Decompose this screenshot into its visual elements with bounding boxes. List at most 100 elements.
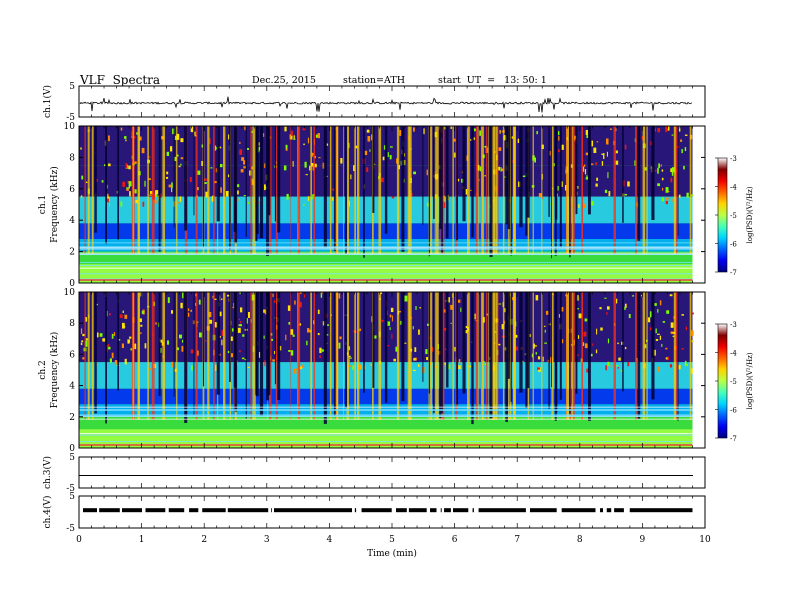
ch2-speckle — [179, 334, 182, 339]
ch2-speckle — [391, 315, 393, 322]
ch2-speckle — [290, 329, 294, 335]
ch2-speckle — [582, 342, 585, 346]
ch1-sferic — [571, 126, 574, 255]
ch2-speckle — [239, 324, 242, 327]
ch2-quiet-column — [554, 292, 557, 421]
ch1-speckle — [124, 136, 127, 139]
ch1-speckle — [606, 138, 609, 145]
ch1-quiet-column — [462, 126, 466, 222]
ch1-quiet-column — [433, 126, 435, 219]
ch1-speckle — [128, 185, 130, 189]
ch1-speckle — [309, 165, 311, 171]
ch2-frequency-label: Frequency (kHz) — [49, 332, 60, 409]
ch2-speckle — [241, 357, 245, 360]
ch2-speckle — [102, 338, 106, 342]
ch1-speckle — [238, 198, 240, 200]
ch1-quiet-column — [575, 126, 578, 215]
ch1-sferic — [642, 126, 646, 255]
ch1-speckle — [243, 160, 246, 165]
ch2-speckle — [393, 358, 396, 362]
ch2-speckle — [299, 366, 303, 370]
ch1-speckle — [560, 144, 564, 150]
ch1-waveform-ylabel: ch.1(V) — [42, 85, 53, 118]
ch1-speckle — [624, 144, 627, 150]
ch2-speckle — [155, 322, 157, 325]
ch2-speckle — [167, 297, 170, 304]
ch2-sferic — [481, 292, 484, 420]
ch1-speckle — [104, 164, 107, 167]
ch2-sferic — [441, 292, 445, 420]
ch1-quiet-column — [569, 126, 571, 258]
ch2-speckle — [181, 345, 184, 352]
ch4-waveform-gap — [198, 507, 203, 513]
ch2-speckle — [544, 342, 548, 344]
time-tick-label: 3 — [264, 535, 270, 545]
ch2-quiet-column — [184, 292, 188, 423]
ch1-speckle — [369, 149, 371, 152]
ch2-speckle — [389, 314, 392, 318]
ch1-sferic — [354, 126, 356, 255]
ch1-sferic — [441, 126, 445, 255]
ch3-waveform-ytick-label: 5 — [69, 453, 75, 463]
ch2-spectrogram-ytick-label: 0 — [69, 444, 75, 454]
ch2-sferic — [335, 292, 337, 420]
ch1-quiet-column — [277, 126, 281, 233]
ch1-speckle — [126, 187, 130, 189]
ch1-speckle — [576, 186, 579, 189]
ch2-quiet-column — [94, 292, 97, 414]
ch2-speckle — [113, 332, 116, 337]
ch1-sferic — [357, 126, 360, 255]
ch1-spectrogram-ytick-label: 10 — [64, 122, 76, 132]
ch2-speckle — [272, 293, 274, 297]
ch2-speckle — [171, 310, 173, 314]
ch2-speckle — [426, 357, 429, 361]
ch3-waveform-ylabel: ch.3(V) — [42, 456, 53, 489]
ch4-waveform-gap — [268, 507, 272, 513]
ch2-speckle — [84, 317, 87, 322]
ch1-speckle — [668, 190, 670, 192]
ch2-speckle — [474, 313, 476, 320]
ch4-waveform-gap — [450, 507, 454, 513]
ch2-speckle — [122, 310, 124, 314]
ch2-speckle — [130, 348, 133, 351]
ch1-speckle — [624, 194, 628, 196]
ch2-speckle — [533, 343, 535, 349]
ch2-speckle — [317, 333, 320, 336]
ch1-speckle — [536, 131, 538, 135]
time-tick-label: 7 — [514, 535, 520, 545]
ch2-sferic — [436, 292, 439, 420]
ch2-sferic — [434, 292, 436, 420]
ch1-speckle — [108, 135, 110, 142]
ch1-sferic — [493, 126, 496, 255]
ch2-speckle — [562, 339, 564, 344]
ch1-speckle — [80, 195, 83, 198]
ch2-speckle — [531, 353, 533, 358]
ch2-speckle — [274, 300, 276, 303]
ch4-waveform-gap — [97, 507, 100, 513]
ch2-speckle — [129, 336, 132, 339]
ch2-speckle — [199, 332, 202, 338]
ch1-speckle — [246, 148, 249, 150]
ch2-speckle — [133, 343, 137, 350]
ch2-speckle — [387, 321, 391, 326]
ch2-speckle — [107, 344, 110, 347]
ch1-quiet-column — [519, 126, 523, 228]
ch2-speckle — [659, 335, 662, 340]
ch2-speckle — [657, 309, 659, 313]
ch4-waveform-gap — [352, 507, 355, 513]
ch1-speckle — [307, 196, 310, 201]
ch2-speckle — [515, 334, 518, 338]
ch1-quiet-column — [184, 126, 188, 231]
ch1-sferic — [132, 126, 134, 255]
ch2-speckle — [219, 335, 221, 338]
ch1-quiet-column — [551, 126, 552, 259]
ch1-sferic — [310, 126, 312, 255]
ch2-speckle — [584, 343, 588, 349]
ch2-speckle — [321, 349, 325, 352]
ch2-speckle — [596, 328, 598, 335]
ch2-quiet-column — [173, 292, 175, 397]
ch1-speckle — [478, 178, 480, 182]
ch2-speckle — [504, 308, 507, 313]
ch1-speckle — [318, 157, 321, 159]
ch1-sferic — [313, 126, 315, 255]
